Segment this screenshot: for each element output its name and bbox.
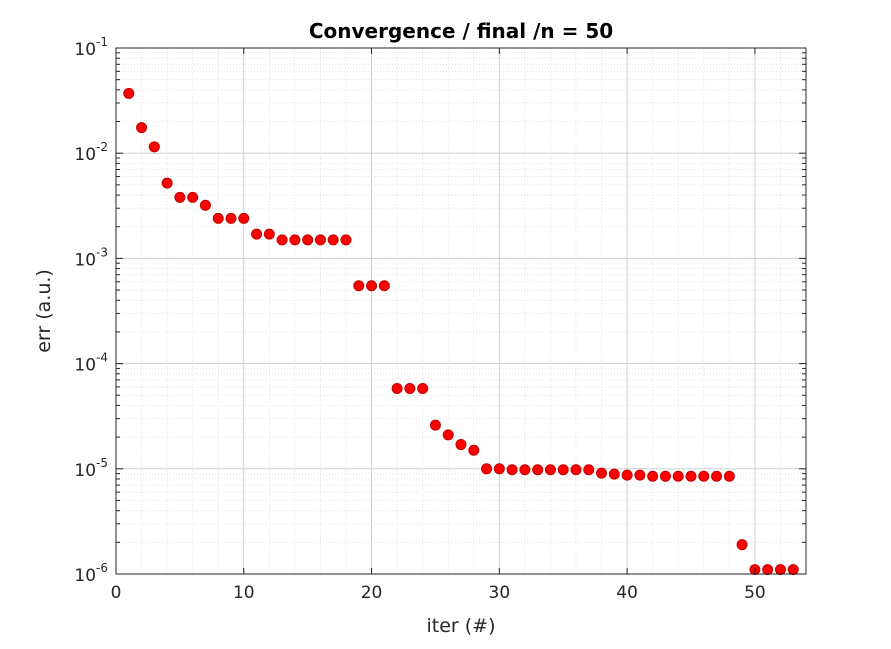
data-point <box>161 177 173 189</box>
data-point <box>429 419 441 431</box>
y-tick-label: 10-6 <box>74 561 108 586</box>
data-point <box>672 470 684 482</box>
data-point <box>276 234 288 246</box>
data-point <box>199 199 211 211</box>
data-point <box>621 469 633 481</box>
data-point <box>327 234 339 246</box>
chart-title: Convergence / final /n = 50 <box>309 19 613 43</box>
data-point <box>723 470 735 482</box>
data-point <box>698 470 710 482</box>
data-point <box>787 564 799 576</box>
plot-background <box>116 48 806 574</box>
data-point <box>123 87 135 99</box>
data-point <box>225 212 237 224</box>
data-point <box>404 382 416 394</box>
x-tick-label: 40 <box>616 583 638 603</box>
x-tick-label: 0 <box>111 583 122 603</box>
axes-box <box>115 47 807 575</box>
x-tick-label: 20 <box>361 583 383 603</box>
y-tick-label: 10-1 <box>74 35 108 60</box>
y-tick-label: 10-3 <box>74 245 108 270</box>
data-point <box>634 469 646 481</box>
data-point <box>238 212 250 224</box>
y-tick-label: 10-4 <box>74 351 108 376</box>
data-point <box>468 444 480 456</box>
data-point <box>314 234 326 246</box>
data-point <box>187 191 199 203</box>
data-point <box>506 464 518 476</box>
data-point <box>544 464 556 476</box>
data-point <box>762 564 774 576</box>
data-point <box>136 122 148 134</box>
data-point <box>736 539 748 551</box>
data-point <box>519 464 531 476</box>
data-point <box>391 382 403 394</box>
data-point <box>148 141 160 153</box>
x-tick-label: 30 <box>489 583 511 603</box>
data-point <box>570 464 582 476</box>
x-tick-label: 10 <box>233 583 255 603</box>
y-tick-label: 10-5 <box>74 456 108 481</box>
data-point <box>532 464 544 476</box>
data-points <box>123 87 799 576</box>
data-point <box>366 280 378 292</box>
data-point <box>596 467 608 479</box>
data-point <box>174 191 186 203</box>
data-point <box>493 463 505 475</box>
y-ticks: 10-6 10-5 10-4 10-3 10-2 10-1 <box>74 35 806 586</box>
data-point <box>583 464 595 476</box>
x-ticks: 0 10 20 30 40 50 <box>111 48 766 603</box>
x-axis-label: iter (#) <box>426 615 495 637</box>
data-point <box>455 439 467 451</box>
data-point <box>378 280 390 292</box>
data-point <box>557 464 569 476</box>
y-tick-label: 10-2 <box>74 140 108 165</box>
data-point <box>685 470 697 482</box>
data-point <box>417 382 429 394</box>
data-point <box>608 468 620 480</box>
data-point <box>302 234 314 246</box>
data-point <box>212 212 224 224</box>
data-point <box>711 470 723 482</box>
data-point <box>442 429 454 441</box>
data-point <box>353 280 365 292</box>
y-axis-label: err (a.u.) <box>33 269 55 353</box>
data-point <box>659 470 671 482</box>
minor-grid <box>116 48 807 574</box>
data-point <box>774 564 786 576</box>
data-point <box>289 234 301 246</box>
data-point <box>647 470 659 482</box>
data-point <box>481 463 493 475</box>
x-tick-label: 50 <box>744 583 766 603</box>
data-point <box>251 228 263 240</box>
data-point <box>263 228 275 240</box>
data-point <box>340 234 352 246</box>
